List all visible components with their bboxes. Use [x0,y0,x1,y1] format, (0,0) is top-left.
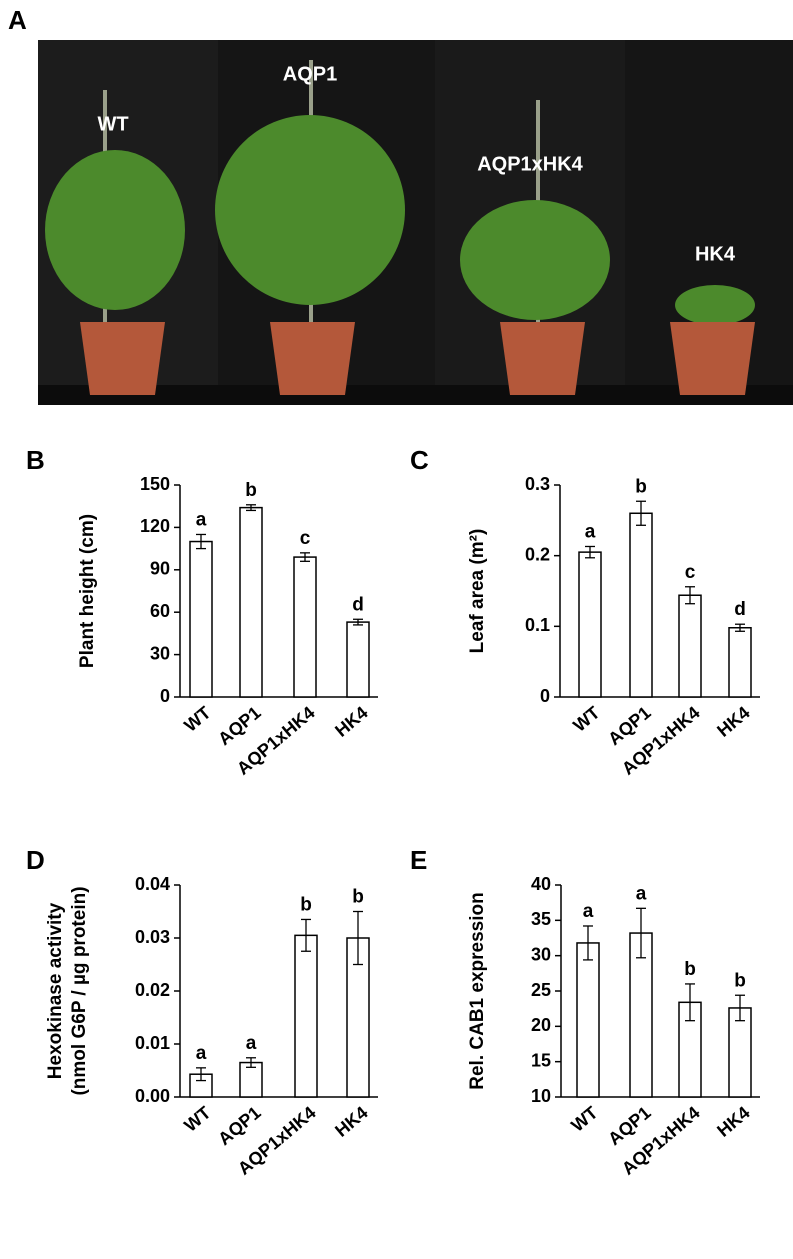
y-tick-label: 40 [531,874,551,894]
y-tick-label: 20 [531,1015,551,1035]
bar [346,621,370,698]
bar [728,626,752,698]
significance-letter: b [635,476,647,497]
significance-letter: d [352,594,364,615]
bar [239,506,263,698]
x-tick-label: WT [180,702,214,735]
error-bar [246,504,256,512]
bar [576,942,600,1098]
error-bar [196,1067,206,1082]
error-bar [735,623,745,632]
pot [80,322,755,395]
error-bar [636,907,646,959]
error-bar [583,925,593,961]
significance-letter: a [196,1043,207,1064]
x-tick-label: HK4 [713,702,753,740]
y-tick-label: 0 [160,686,170,706]
significance-letter: a [196,509,207,530]
error-bar [585,545,595,559]
significance-letter: b [734,970,746,991]
error-bar [301,918,311,952]
error-bar [735,994,745,1022]
y-tick-label: 0.1 [525,615,550,635]
error-bar [246,1057,256,1068]
error-bar [353,910,363,966]
photo-label: HK4 [695,243,736,265]
photo-label: AQP1 [283,63,337,85]
significance-letter: b [684,959,696,980]
significance-letter: b [352,887,364,908]
error-bar [300,552,310,562]
x-tick-label: HK4 [331,702,371,740]
y-tick-label: 0 [540,686,550,706]
panel-letter: E [410,845,427,875]
x-tick-label: WT [569,702,603,735]
error-bar [685,983,695,1022]
y-tick-label: 0.02 [135,980,170,1000]
photo: WT AQP1 AQP1xHK4 HK4 [38,40,793,405]
panel-letter: A [8,5,27,35]
bar [189,540,213,698]
y-tick-label: 60 [150,601,170,621]
y-tick-label: 150 [140,474,170,494]
y-axis-label: Hexokinase activity [45,902,66,1079]
photo-label: WT [97,113,128,135]
y-tick-label: 10 [531,1086,551,1106]
photo-label: AQP1xHK4 [477,153,583,175]
bar [578,551,602,698]
significance-letter: a [585,521,596,542]
y-tick-label: 25 [531,980,551,1000]
significance-letter: a [636,883,647,904]
bar [678,594,702,698]
significance-letter: c [685,562,696,583]
y-tick-label: 0.03 [135,927,170,947]
significance-letter: b [245,480,257,501]
x-tick-label: AQP1 [214,1102,264,1149]
floor [38,385,793,405]
y-axis-label: Leaf area (m²) [467,529,488,654]
y-tick-label: 0.00 [135,1086,170,1106]
bar [293,556,317,698]
error-bar [353,618,363,626]
bar [629,512,653,698]
plant [45,60,755,330]
y-axis-label: Plant height (cm) [77,514,98,668]
y-tick-label: 120 [140,516,170,536]
significance-letter: d [734,599,746,620]
y-tick-label: 35 [531,909,551,929]
significance-letter: a [583,901,594,922]
y-tick-label: 30 [531,944,551,964]
significance-letter: b [300,894,312,915]
error-bar [636,500,646,526]
y-tick-label: 0.04 [135,874,170,894]
y-tick-label: 90 [150,559,170,579]
y-tick-label: 0.3 [525,474,550,494]
panel-letter: C [410,445,429,475]
x-tick-label: HK4 [713,1102,753,1140]
panel-letter: D [26,845,45,875]
y-tick-label: 0.01 [135,1033,170,1053]
x-tick-label: WT [567,1102,601,1135]
y-axis-label: Rel. CAB1 expression [467,892,488,1089]
significance-letter: a [246,1033,257,1054]
bar [294,934,318,1098]
y-axis-label: (nmol G6P / µg protein) [69,886,90,1095]
x-tick-label: WT [180,1102,214,1135]
panel-letter: B [26,445,45,475]
y-tick-label: 15 [531,1050,551,1070]
x-tick-label: HK4 [331,1102,371,1140]
significance-letter: c [300,528,311,549]
error-bar [196,533,206,550]
y-tick-label: 0.2 [525,544,550,564]
y-tick-label: 30 [150,643,170,663]
error-bar [685,586,695,605]
